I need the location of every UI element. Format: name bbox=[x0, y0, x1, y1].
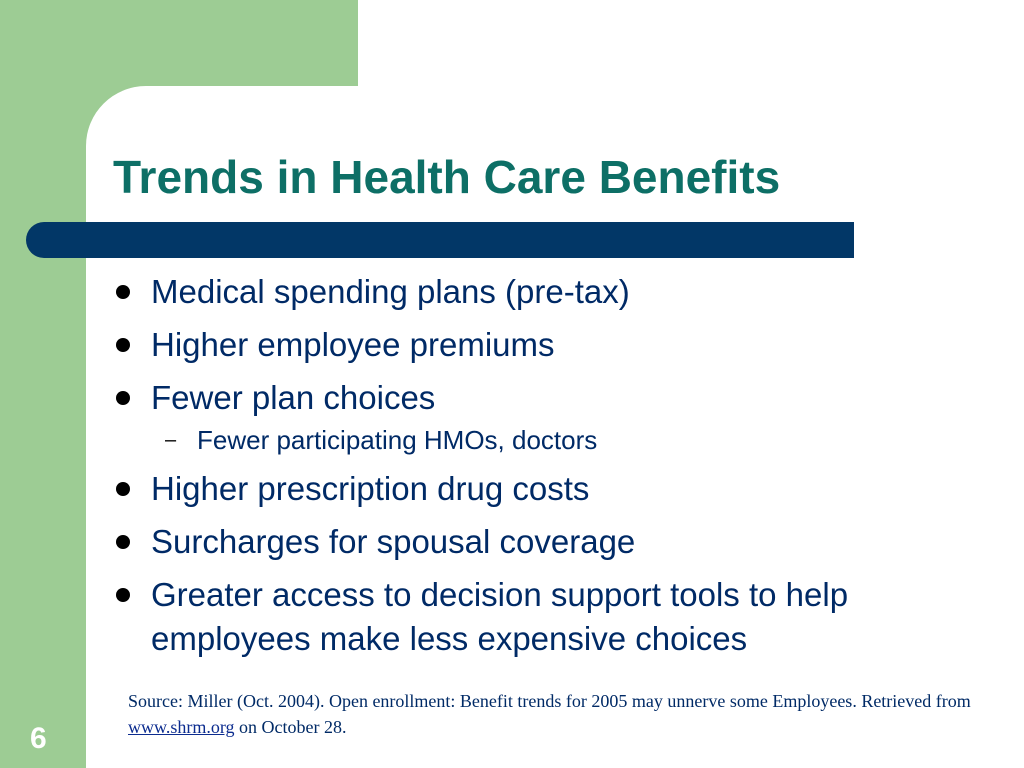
bullet-text: Fewer plan choices bbox=[151, 379, 436, 416]
sub-bullet-text: Fewer participating HMOs, doctors bbox=[197, 425, 598, 455]
bullet-dot-icon bbox=[116, 285, 130, 299]
sub-bullet-item: – Fewer participating HMOs, doctors bbox=[110, 423, 990, 457]
bullet-text: Higher employee premiums bbox=[151, 326, 555, 363]
bullet-text: Higher prescription drug costs bbox=[151, 470, 590, 507]
shrm-link[interactable]: www.shrm.org bbox=[128, 717, 235, 737]
bullet-list: Medical spending plans (pre-tax) Higher … bbox=[110, 270, 990, 670]
slide-title: Trends in Health Care Benefits bbox=[113, 151, 781, 203]
bullet-dot-icon bbox=[116, 535, 130, 549]
bullet-item: Fewer plan choices bbox=[110, 376, 990, 420]
bullet-dot-icon bbox=[116, 588, 130, 602]
bullet-dot-icon bbox=[116, 391, 130, 405]
source-prefix: Source: Miller (Oct. 2004). Open enrollm… bbox=[128, 691, 971, 711]
source-suffix: on October 28. bbox=[234, 717, 347, 737]
bullet-item: Higher prescription drug costs bbox=[110, 467, 990, 511]
source-citation: Source: Miller (Oct. 2004). Open enrollm… bbox=[128, 688, 988, 740]
title-underline-bar bbox=[26, 222, 854, 258]
bullet-dot-icon bbox=[116, 482, 130, 496]
bullet-item: Higher employee premiums bbox=[110, 323, 990, 367]
bullet-text: Greater access to decision support tools… bbox=[151, 576, 849, 657]
bullet-item: Surcharges for spousal coverage bbox=[110, 520, 990, 564]
decorative-green-band-left bbox=[0, 0, 86, 768]
dash-icon: – bbox=[165, 429, 177, 451]
bullet-dot-icon bbox=[116, 338, 130, 352]
bullet-item: Greater access to decision support tools… bbox=[110, 573, 990, 661]
bullet-text: Medical spending plans (pre-tax) bbox=[151, 273, 630, 310]
page-number: 6 bbox=[30, 722, 47, 755]
bullet-item: Medical spending plans (pre-tax) bbox=[110, 270, 990, 314]
bullet-text: Surcharges for spousal coverage bbox=[151, 523, 636, 560]
